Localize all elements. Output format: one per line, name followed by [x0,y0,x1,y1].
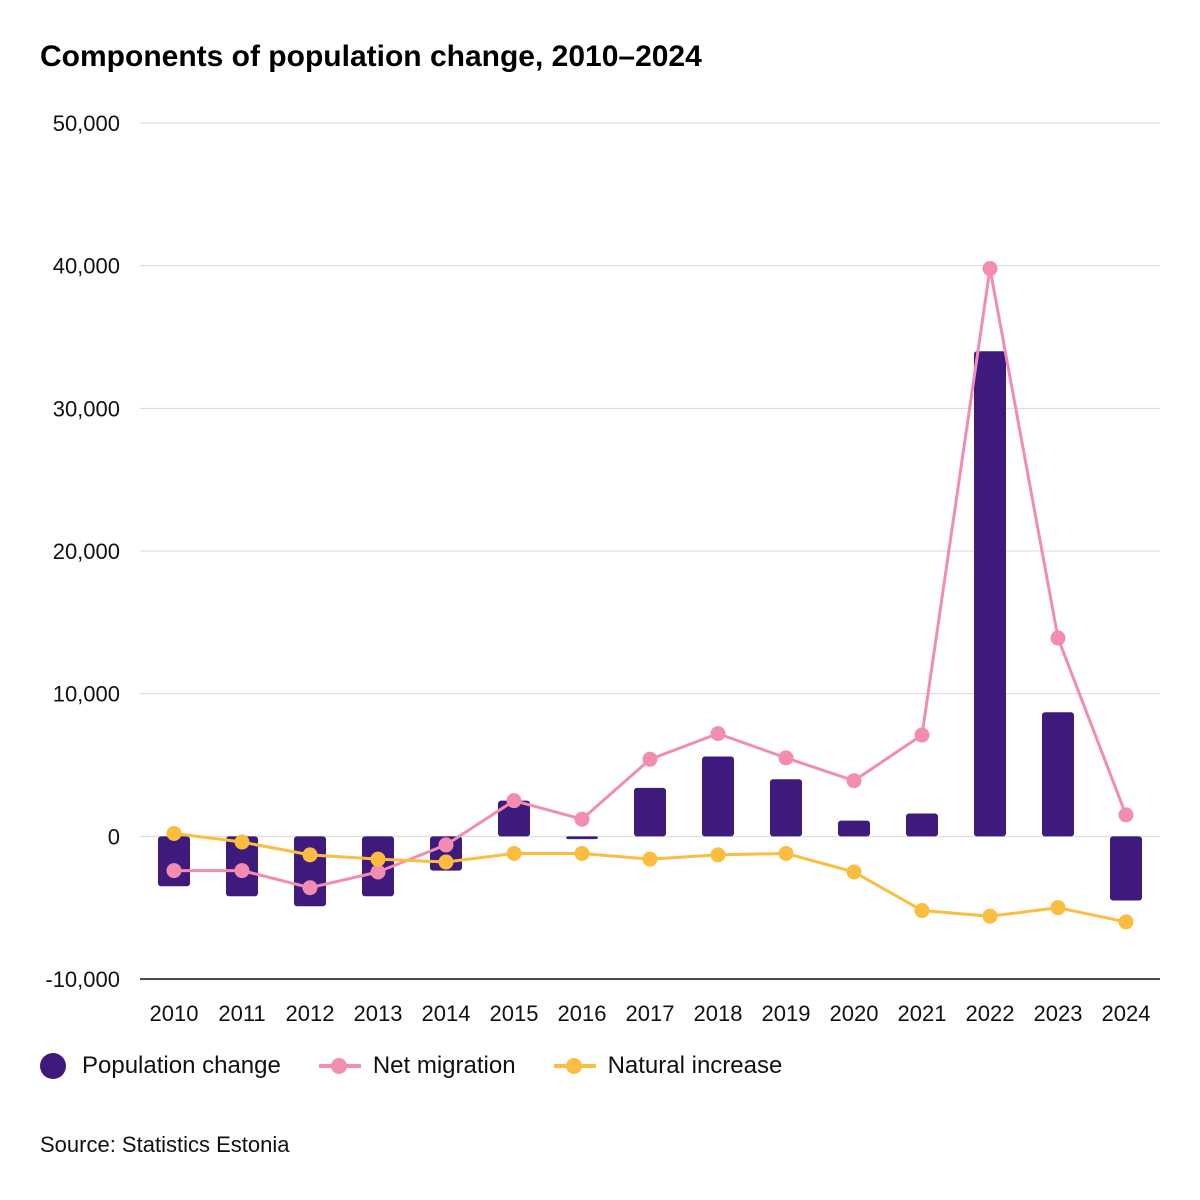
x-tick-label: 2023 [1034,1001,1083,1026]
chart-plot: -10,000 0 10,000 20,000 30,000 40,000 50,000 20… [45,111,1160,1026]
bar-population-change [566,836,598,840]
point-natural-increase [982,908,998,924]
legend-label-natural-increase: Natural increase [607,1052,783,1079]
bar-population-change [294,836,326,907]
point-net-migration [574,811,590,827]
point-net-migration [302,880,318,896]
chart-source: Source: Statistics Estonia [40,1132,290,1157]
point-natural-increase [914,903,930,919]
chart-title: Components of population change, 2010–20… [40,40,702,73]
x-tick-label: 2012 [286,1001,335,1026]
point-net-migration [234,863,250,879]
point-natural-increase [778,845,794,861]
legend-swatch-natural-increase [553,1053,596,1079]
legend-item-population-change: Population change [40,1052,281,1080]
x-tick-label: 2014 [422,1001,471,1026]
legend-swatch-population-change [40,1053,66,1079]
bar-population-change [1110,836,1142,901]
bar-population-change [770,779,802,837]
point-natural-increase [574,845,590,861]
y-tick-label: 0 [108,824,120,849]
x-tick-label: 2018 [694,1001,743,1026]
y-tick-label: 50,000 [53,111,120,136]
x-tick-label: 2011 [218,1001,265,1026]
y-tick-label: 30,000 [53,396,120,421]
point-natural-increase [506,845,522,861]
bar-population-change [838,820,870,837]
x-tick-label: 2016 [558,1001,607,1026]
bar-population-change [906,813,938,837]
bar-population-change [974,351,1006,837]
x-tick-label: 2019 [762,1001,811,1026]
x-tick-label: 2015 [490,1001,539,1026]
point-net-migration [642,751,658,767]
point-net-migration [370,864,386,880]
bar-population-change [1042,712,1074,837]
point-net-migration [914,727,930,743]
legend-label-net-migration: Net migration [372,1052,516,1079]
point-net-migration [166,863,182,879]
point-net-migration [710,726,726,742]
point-natural-increase [234,834,250,850]
point-natural-increase [370,851,386,867]
point-net-migration [1118,807,1134,823]
point-natural-increase [1118,914,1134,930]
bar-population-change [634,787,666,837]
y-tick-label: 10,000 [53,682,120,707]
legend-item-net-migration: Net migration [318,1052,516,1080]
point-natural-increase [438,854,454,870]
legend-swatch-net-migration [318,1053,361,1079]
point-natural-increase [166,825,182,841]
x-tick-label: 2017 [626,1001,675,1026]
y-tick-label: 40,000 [53,254,120,279]
x-tick-label: 2021 [898,1001,947,1026]
point-net-migration [506,793,522,809]
point-natural-increase [710,847,726,863]
point-natural-increase [1050,900,1066,916]
point-net-migration [778,750,794,766]
y-tick-label: 20,000 [53,539,120,564]
bar-population-change [702,756,734,837]
x-tick-label: 2022 [966,1001,1015,1026]
point-natural-increase [302,847,318,863]
point-natural-increase [846,864,862,880]
point-net-migration [1050,630,1066,646]
y-tick-label: -10,000 [45,967,120,992]
x-tick-label: 2024 [1102,1001,1151,1026]
chart-legend: Population change Net migration Natural … [40,1052,820,1080]
legend-item-natural-increase: Natural increase [553,1052,783,1080]
x-tick-label: 2013 [354,1001,403,1026]
bar-population-change [158,836,190,887]
x-tick-label: 2010 [150,1001,199,1026]
point-natural-increase [642,851,658,867]
point-net-migration [846,773,862,789]
point-net-migration [982,261,998,277]
bar-population-change [498,800,530,837]
x-tick-label: 2020 [830,1001,879,1026]
point-net-migration [438,837,454,853]
legend-label-population-change: Population change [82,1052,281,1079]
